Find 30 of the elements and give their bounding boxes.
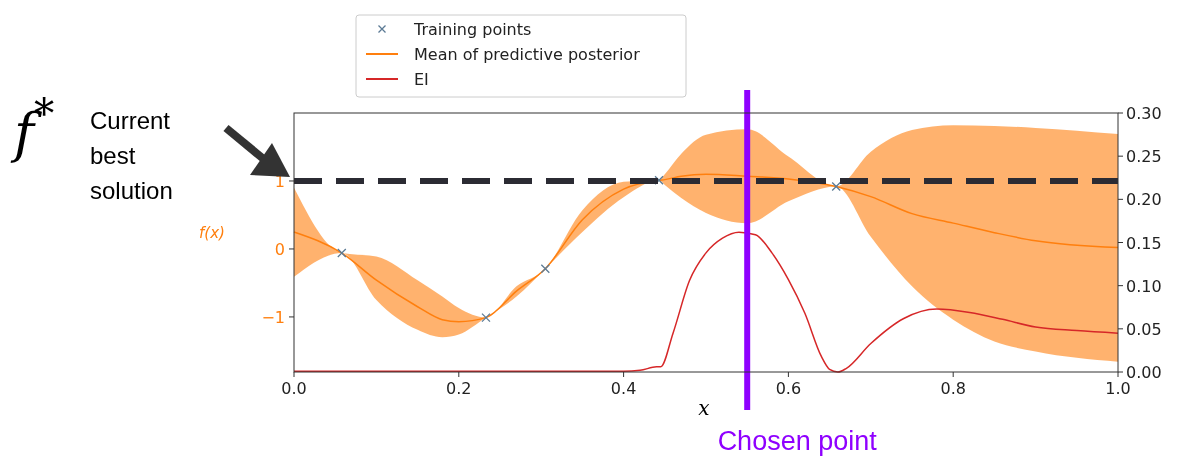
y-tick-label: 0 [274,239,285,259]
text: f$^{*}$ [10,90,55,165]
y2-tick-label: 0.30 [1126,104,1162,123]
y2-tick-label: 0.20 [1126,190,1162,210]
y2-tick-label: 0.15 [1126,233,1162,253]
point [654,175,664,185]
line-series [293,173,1119,323]
x-tick-label: 0.8 [940,379,966,398]
legend-label: EI [414,70,429,89]
x-tick-label: 1.0 [1105,379,1131,398]
y-tick-label: −1 [261,307,285,327]
point [481,312,491,323]
y2-tick-label: 0.05 [1126,319,1162,339]
x-tick-label: 0.2 [446,379,472,398]
point [831,181,841,192]
legend-label: Training points [413,20,532,39]
text: Current best solution [90,107,173,204]
legend-label: Mean of predictive posterior [414,45,641,64]
y2-tick-label: 0.10 [1126,276,1162,296]
line-series [293,231,1119,373]
x-axis-title: x [698,396,710,420]
y2-tick-label: 0.25 [1126,147,1162,167]
y-axis-title: f(x) [199,224,225,242]
x-tick-label: 0.4 [610,379,637,398]
ref-line-label: Chosen point [717,426,878,456]
point [337,248,347,258]
point [540,264,550,274]
x-tick-label: 0.0 [281,379,307,398]
y2-tick-label: 0.00 [1126,363,1162,382]
x-tick-label: 0.6 [775,379,802,398]
